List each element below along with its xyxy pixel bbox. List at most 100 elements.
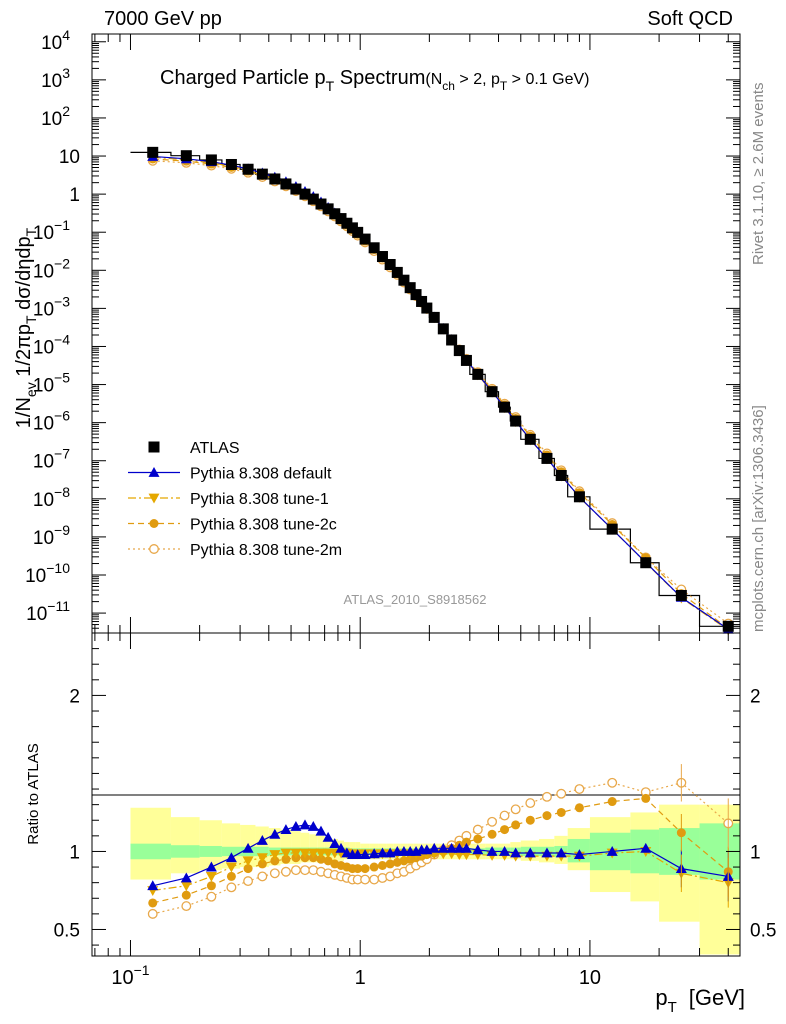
ratio-series (147, 764, 734, 919)
atlas-point (315, 198, 327, 210)
ratio-point (300, 865, 310, 876)
atlas-point (398, 274, 410, 286)
legend-marker (148, 467, 160, 477)
ratio-point (147, 908, 158, 919)
ratio-point (226, 882, 237, 893)
ratio-point (510, 804, 521, 815)
legend-label: Pythia 8.308 default (190, 466, 332, 483)
y-tick-label: 10−1 (33, 217, 70, 244)
legend-label: Pythia 8.308 tune-1 (190, 491, 329, 508)
atlas-point (555, 469, 567, 481)
ratio-point (524, 847, 536, 858)
ratio-point (353, 864, 363, 874)
y-tick-label: 103 (41, 65, 70, 92)
ratio-point (280, 824, 292, 835)
atlas-point (640, 557, 652, 569)
ratio-point (368, 848, 380, 859)
y-tick-label: 10−2 (33, 255, 70, 282)
ratio-point (280, 848, 292, 859)
ratio-point (360, 864, 370, 874)
ratio-point (335, 842, 347, 853)
ratio-point (376, 847, 388, 858)
ratio-point (511, 820, 521, 830)
header-right: Soft QCD (647, 8, 733, 30)
atlas-point (460, 354, 472, 366)
ratio-point (180, 881, 192, 892)
band-outer-bin (268, 828, 281, 866)
ratio-point (225, 852, 237, 863)
ratio-point (315, 848, 327, 859)
ratio-point (243, 864, 253, 874)
atlas-point (307, 193, 319, 205)
atlas-point (329, 208, 341, 220)
ratio-point (555, 847, 567, 858)
ratio-point (322, 831, 334, 842)
x-tick-label: 10 (579, 967, 601, 989)
ratio-y-tick-label: 0.5 (54, 920, 80, 941)
ratio-point (315, 825, 327, 836)
band-outer-bin (291, 831, 301, 864)
atlas-point (352, 226, 364, 238)
ratio-point (542, 811, 552, 821)
ratio-point (377, 860, 387, 870)
ratio-point (206, 891, 217, 902)
ratio-point (453, 842, 465, 853)
ratio-point (307, 848, 319, 859)
atlas-point (280, 178, 292, 190)
atlas-point (606, 523, 618, 535)
x-tick-label: 10−1 (111, 962, 149, 989)
ratio-frame (91, 632, 741, 957)
band-inner-bin (255, 846, 269, 857)
y-tick-label: 104 (41, 27, 70, 54)
legend-marker (149, 519, 159, 528)
atlas-point (147, 146, 159, 158)
y-tick-label: 10−3 (33, 293, 70, 320)
ratio-point (281, 854, 291, 864)
legend-label: ATLAS (190, 440, 240, 457)
atlas-point (256, 168, 268, 180)
ratio-point (461, 837, 471, 847)
atlas-point (180, 150, 192, 162)
atlas-point (384, 258, 396, 270)
ratio-point (606, 845, 618, 856)
legend-marker (149, 544, 159, 554)
main-y-label: 1/Nev 1/2πpT dσ/dηdpT (13, 227, 39, 428)
ratio-point (640, 842, 652, 853)
ratio-point (329, 838, 341, 849)
ratio-y-tick-label-right: 2 (750, 686, 761, 707)
main-y-ticks: 10−1110−1010−910−810−710−610−510−410−310… (25, 27, 740, 634)
band-inner-bin (170, 845, 200, 858)
y-tick-label: 10−6 (33, 408, 70, 435)
y-tick-label: 10−11 (26, 598, 70, 625)
ratio-y-tick-label: 1 (69, 842, 80, 863)
ratio-point (256, 835, 268, 845)
rivet-label: Rivet 3.1.10, ≥ 2.6M events (750, 83, 767, 266)
legend-label: Pythia 8.308 tune-2m (190, 542, 342, 559)
ratio-y-tick-label-right: 1 (750, 842, 761, 863)
band-outer-bin (199, 820, 222, 871)
atlas-point (242, 163, 254, 175)
ratio-point (487, 816, 498, 827)
ratio-point (257, 859, 267, 869)
ratio-point (556, 788, 567, 799)
ratio-point (206, 881, 216, 891)
ratio-point (181, 890, 191, 900)
atlas-point (722, 620, 734, 632)
ratio-y-ticks: 0.5 0.5 1 1 2 2 (54, 632, 776, 946)
ratio-point (472, 824, 483, 835)
atlas-point (269, 173, 281, 185)
ratio-point (269, 868, 280, 879)
ratio-point (270, 856, 280, 866)
atlas-point (573, 491, 585, 503)
ratio-point (148, 898, 158, 908)
ratio-point (242, 856, 254, 867)
y-tick-label: 10 (59, 147, 80, 168)
ratio-point (446, 842, 458, 853)
ratio-point (525, 815, 535, 825)
legend-label: Pythia 8.308 tune-2c (190, 517, 337, 534)
ratio-point (256, 853, 268, 864)
x-tick-label: 1 (355, 967, 366, 989)
ratio-panel: 10−1 1 10 0.5 0.5 1 1 2 2 Ratio to ATLAS pT [GeV… (25, 632, 776, 1016)
header-left: 7000 GeV pp (104, 8, 222, 30)
